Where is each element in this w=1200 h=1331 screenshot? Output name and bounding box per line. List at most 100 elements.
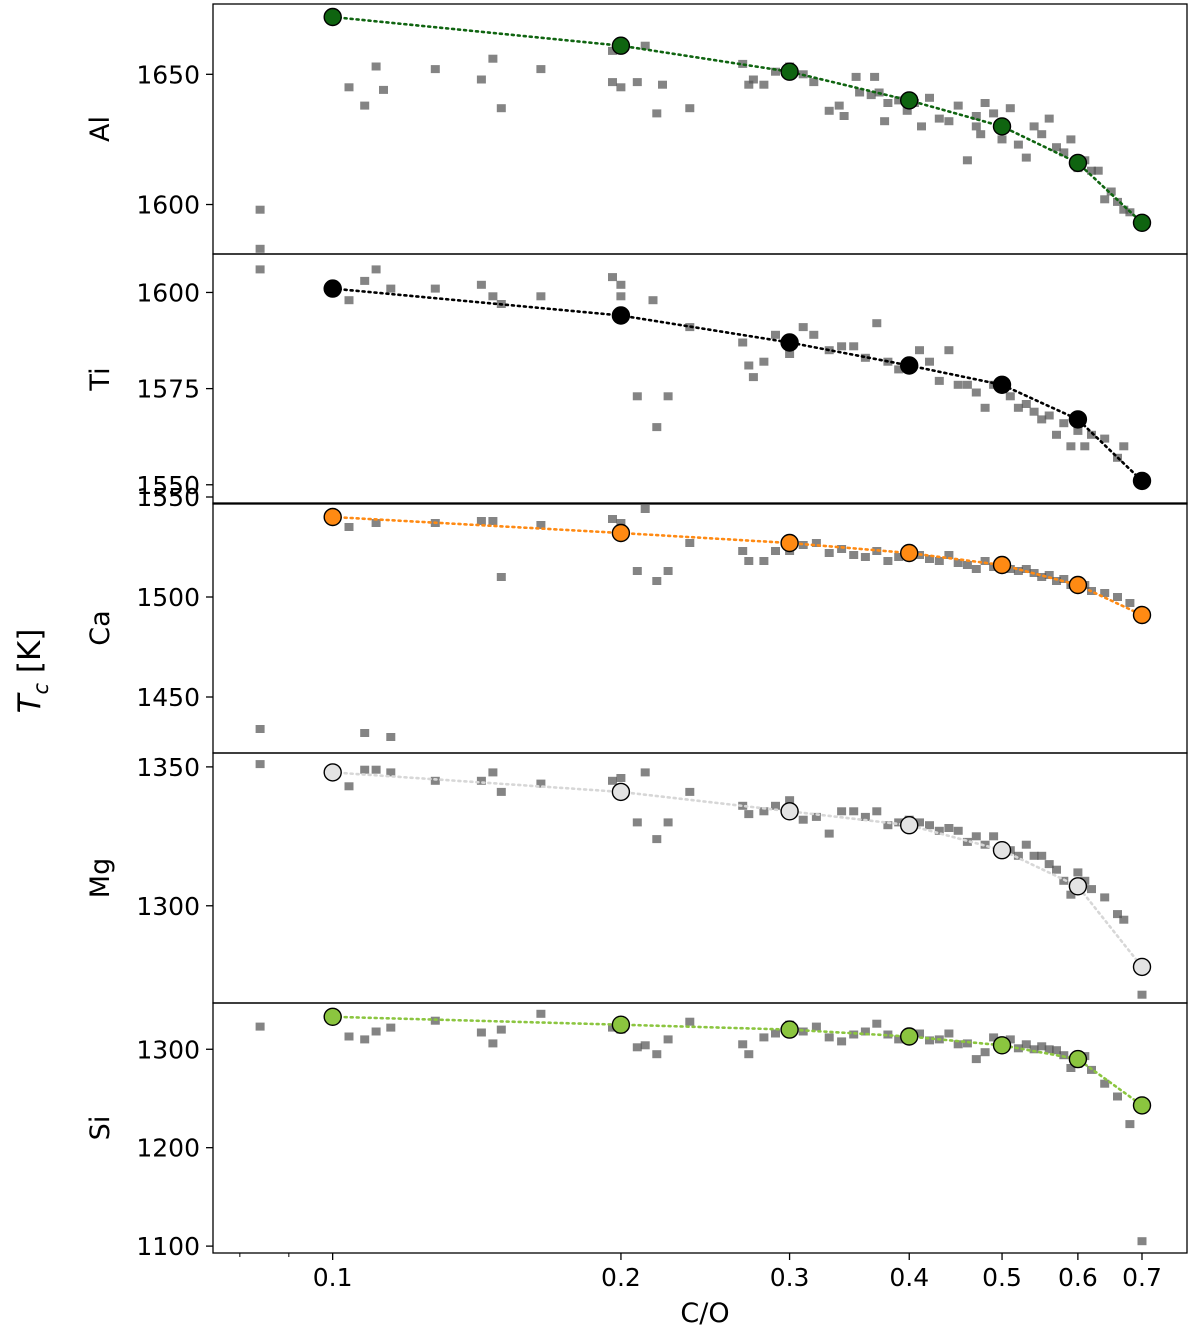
scatter-point — [496, 1025, 506, 1034]
scatter-point — [925, 1036, 934, 1045]
scatter-point — [1106, 187, 1116, 196]
trend-marker — [780, 802, 799, 821]
scatter-point — [386, 1023, 396, 1032]
panel-frame — [212, 253, 1188, 505]
scatter-point — [834, 101, 844, 110]
x-tick-label: 0.1 — [313, 1263, 353, 1292]
scatter-point — [371, 265, 381, 274]
scatter-point — [759, 1033, 769, 1042]
scatter-point — [1044, 571, 1054, 579]
trend-marker — [1068, 153, 1088, 173]
scatter-point — [1100, 1079, 1110, 1088]
scatter-point — [837, 342, 847, 351]
trend-marker — [780, 333, 799, 352]
scatter-point — [915, 818, 924, 827]
scatter-point — [944, 1029, 954, 1038]
scatter-point — [1044, 114, 1054, 123]
x-tick-label: 0.5 — [982, 1263, 1022, 1292]
scatter-point — [811, 1022, 821, 1031]
scatter-point — [1073, 868, 1083, 877]
scatter-point — [925, 93, 934, 102]
trend-marker — [1132, 605, 1152, 625]
scatter-point — [685, 104, 695, 113]
scatter-point — [1059, 148, 1069, 157]
trend-marker — [1132, 1096, 1152, 1115]
scatter-point — [1005, 565, 1015, 573]
scatter-point — [476, 280, 486, 289]
scatter-point — [1021, 565, 1031, 573]
scatter-point — [953, 101, 963, 110]
scatter-point — [1066, 1064, 1076, 1072]
scatter-point — [344, 782, 354, 791]
scatter-point — [608, 78, 617, 87]
scatter-point — [798, 541, 808, 549]
scatter-point — [798, 815, 808, 824]
scatter-point — [894, 96, 904, 105]
panel-si: 1100 1200 1300 Si — [85, 1002, 1188, 1261]
scatter-point — [860, 553, 870, 561]
scatter-point — [855, 88, 865, 97]
trend-marker — [611, 523, 631, 543]
trend-line — [331, 287, 1144, 483]
scatter-point — [971, 1055, 981, 1064]
scatter-point — [536, 779, 546, 788]
scatter-point — [632, 567, 642, 575]
scatter-point — [536, 65, 546, 74]
scatter-point — [962, 561, 972, 569]
trend-marker — [900, 543, 919, 563]
scatter-point — [652, 1050, 662, 1059]
scatter-point — [771, 1029, 780, 1038]
trend-marker — [1068, 1049, 1088, 1069]
scatter-point — [894, 1035, 904, 1044]
scatter-point — [980, 99, 990, 107]
scatter-point — [344, 296, 354, 305]
scatter-point — [849, 807, 859, 816]
scatter-point — [1113, 593, 1122, 601]
trend-marker — [611, 36, 631, 55]
y-axis-label-unit: [K] — [12, 629, 48, 683]
x-tick-label: 0.6 — [1058, 1263, 1098, 1292]
scatter-point — [371, 519, 381, 527]
scatter-point — [925, 357, 934, 366]
scatter-point — [980, 403, 990, 412]
scatter-point — [744, 80, 754, 89]
trend-marker — [992, 375, 1012, 394]
scatter-point — [748, 373, 758, 382]
scatter-point — [496, 104, 506, 113]
y-tick-label: 1100 — [136, 1232, 200, 1261]
trend-marker — [611, 306, 631, 325]
trend-marker — [323, 7, 342, 27]
trend-marker — [323, 1007, 342, 1026]
scatter-point — [1021, 153, 1031, 162]
scatter-point — [971, 565, 981, 573]
scatter-point — [915, 1029, 924, 1038]
scatter-point — [883, 821, 893, 830]
y-tick-label: 1500 — [136, 583, 200, 612]
scatter-point — [1066, 442, 1076, 451]
x-tick-label: 0.3 — [770, 1263, 810, 1292]
panel-label: Al — [85, 116, 116, 142]
scatter-point — [371, 1027, 381, 1036]
scatter-point — [616, 774, 626, 782]
scatter-point — [663, 818, 673, 827]
y-tick-label: 1550 — [136, 471, 200, 500]
scatter-point — [971, 112, 981, 120]
trend-marker — [992, 841, 1012, 860]
panels-layer: 1600 1650 Al 1550 1575 1600 Ti 1450 1500 1550 Ca 13… — [85, 3, 1188, 1261]
scatter-point — [809, 78, 819, 87]
scatter-point — [925, 555, 934, 563]
y-tick-label: 1550 — [136, 483, 200, 512]
y-tick-label: 1300 — [136, 892, 200, 921]
scatter-point — [1029, 407, 1039, 416]
scatter-point — [360, 765, 370, 774]
scatter-point — [953, 380, 963, 389]
scatter-point — [255, 725, 265, 733]
trend-marker — [1132, 213, 1152, 233]
panel-al: 1600 1650 Al — [85, 3, 1188, 255]
trend-marker — [992, 1036, 1012, 1055]
scatter-point — [953, 559, 963, 567]
scatter-point — [379, 85, 388, 94]
scatter-point — [652, 423, 662, 432]
scatter-point — [980, 557, 990, 565]
scatter-point — [632, 78, 642, 87]
